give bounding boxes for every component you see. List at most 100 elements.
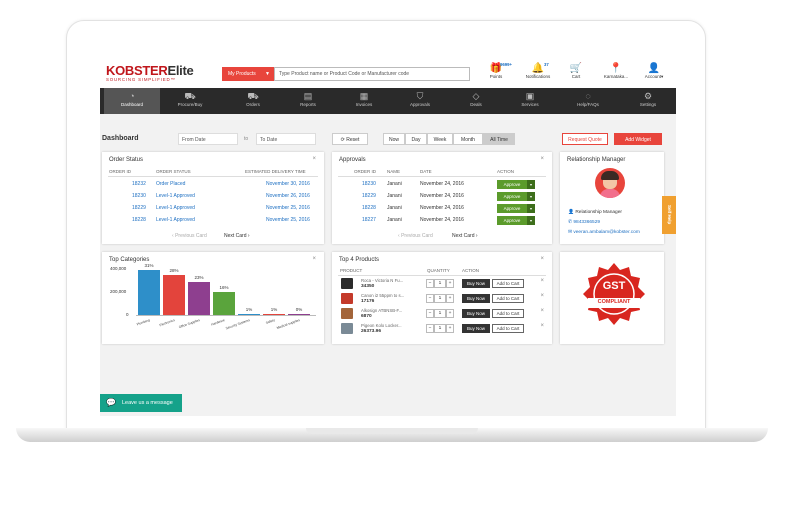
buy-now-button[interactable]: Buy Now <box>462 294 490 303</box>
nav-settings[interactable]: ⚙ Settings <box>620 88 676 114</box>
close-icon[interactable]: × <box>312 156 316 162</box>
kobster-logo[interactable]: KOBSTERElite SOURCING SIMPLIFIED™ <box>106 63 194 82</box>
category-bar[interactable] <box>213 292 235 315</box>
qty-minus-button[interactable]: − <box>426 309 434 318</box>
manager-phone-row[interactable]: ✆ 9843366529 <box>568 220 600 225</box>
approve-dropdown-icon[interactable]: ▾ <box>527 204 535 213</box>
product-name[interactable]: Alkosign ATBNSB-F... <box>361 308 403 313</box>
buy-now-button[interactable]: Buy Now <box>462 309 490 318</box>
qty-minus-button[interactable]: − <box>426 279 434 288</box>
add-widget-button[interactable]: Add Widget <box>614 133 662 145</box>
from-date-input[interactable]: From Date <box>178 133 238 145</box>
approve-dropdown-icon[interactable]: ▾ <box>527 192 535 201</box>
qty-plus-button[interactable]: + <box>446 294 454 303</box>
location-link[interactable]: 📍 Karnataka... <box>596 63 636 79</box>
notifications-link[interactable]: 🔔 37 Notifications <box>518 62 558 79</box>
remove-product-icon[interactable]: × <box>540 278 544 284</box>
order-id-link[interactable]: 18229 <box>132 205 146 211</box>
add-to-cart-button[interactable]: Add to Cart <box>492 324 524 333</box>
points-link[interactable]: 🎁 9699+ Points <box>476 62 516 79</box>
range-now[interactable]: Now <box>383 133 405 145</box>
nav-invoices[interactable]: ▦ Invoices <box>336 88 392 114</box>
card-title: Approvals <box>339 157 366 163</box>
qty-value[interactable]: 1 <box>434 324 446 333</box>
product-name[interactable]: Roca - Victoria N Fu... <box>361 278 404 283</box>
account-link[interactable]: 👤 Account▾ <box>634 63 674 80</box>
nav-deals[interactable]: ◇ Deals <box>448 88 504 114</box>
nav-label: Reports <box>300 102 316 107</box>
range-day[interactable]: Day <box>405 133 427 145</box>
nav-reports[interactable]: ▤ Reports <box>280 88 336 114</box>
buy-now-button[interactable]: Buy Now <box>462 279 490 288</box>
product-name[interactable]: Pigeon Kolo Locker... <box>361 323 402 328</box>
buy-now-button[interactable]: Buy Now <box>462 324 490 333</box>
reset-button[interactable]: ⟳ Reset <box>332 133 368 145</box>
next-card-button[interactable]: Next Card › <box>224 233 250 239</box>
nav-services[interactable]: ▣ Services <box>502 88 558 114</box>
nav-help[interactable]: ◌ Help/FAQs <box>560 88 616 114</box>
close-icon[interactable]: × <box>540 256 544 262</box>
range-all-time[interactable]: All Time <box>483 133 515 145</box>
invoice-icon: ▦ <box>359 91 369 101</box>
approval-id-link[interactable]: 18227 <box>362 217 376 223</box>
approval-id-link[interactable]: 18228 <box>362 205 376 211</box>
remove-product-icon[interactable]: × <box>540 323 544 329</box>
previous-card-button[interactable]: ‹ Previous Card <box>398 233 433 239</box>
qty-value[interactable]: 1 <box>434 279 446 288</box>
manager-email-row[interactable]: ✉ veeran.ambalam@kobster.com <box>568 230 640 235</box>
qty-plus-button[interactable]: + <box>446 309 454 318</box>
nav-approvals[interactable]: ⛉ Approvals <box>392 88 448 114</box>
gst-compliant-seal: GST COMPLIANT <box>582 262 646 326</box>
remove-product-icon[interactable]: × <box>540 308 544 314</box>
order-status-text: Level-1 Approved <box>156 217 195 223</box>
nav-procure[interactable]: ⛟ Procure/Buy <box>162 88 218 114</box>
order-id-link[interactable]: 18230 <box>132 193 146 199</box>
category-bar[interactable] <box>238 313 260 315</box>
previous-card-button[interactable]: ‹ Previous Card <box>172 233 207 239</box>
approve-button[interactable]: Approve <box>497 216 527 225</box>
close-icon[interactable]: × <box>312 256 316 262</box>
close-icon[interactable]: × <box>540 156 544 162</box>
qty-minus-button[interactable]: − <box>426 324 434 333</box>
qty-plus-button[interactable]: + <box>446 279 454 288</box>
add-to-cart-button[interactable]: Add to Cart <box>492 309 524 318</box>
range-month[interactable]: Month <box>453 133 483 145</box>
my-products-dropdown[interactable]: My Products ▼ <box>222 67 274 81</box>
leave-message-button[interactable]: 💬 Leave us a message <box>100 394 182 412</box>
cart-link[interactable]: 🛒 Cart <box>556 63 596 79</box>
qty-minus-button[interactable]: − <box>426 294 434 303</box>
range-week[interactable]: Week <box>427 133 453 145</box>
category-bar[interactable] <box>188 281 210 315</box>
category-bar[interactable] <box>263 313 285 315</box>
category-bar[interactable] <box>288 314 310 315</box>
approve-button[interactable]: Approve <box>497 204 527 213</box>
approve-button[interactable]: Approve <box>497 180 527 189</box>
approval-id-link[interactable]: 18229 <box>362 193 376 199</box>
category-bar[interactable] <box>138 270 160 315</box>
nav-dashboard[interactable]: ◔ Dashboard <box>104 88 160 114</box>
nav-label: Services <box>521 102 539 107</box>
category-bar[interactable] <box>163 274 185 315</box>
approve-dropdown-icon[interactable]: ▾ <box>527 216 535 225</box>
next-card-button[interactable]: Next Card › <box>452 233 478 239</box>
self-help-tab[interactable]: Self Help <box>662 196 676 234</box>
approval-id-link[interactable]: 18230 <box>362 181 376 187</box>
laptop-base <box>16 428 768 442</box>
product-name[interactable]: Canon i2 55ppm to s... <box>361 293 405 298</box>
add-to-cart-button[interactable]: Add to Cart <box>492 279 524 288</box>
qty-value[interactable]: 1 <box>434 309 446 318</box>
search-input[interactable]: Type Product name or Product Code or Man… <box>274 67 470 81</box>
request-quote-button[interactable]: Request Quote <box>562 133 608 145</box>
qty-plus-button[interactable]: + <box>446 324 454 333</box>
qty-value[interactable]: 1 <box>434 294 446 303</box>
remove-product-icon[interactable]: × <box>540 293 544 299</box>
order-id-link[interactable]: 18232 <box>132 181 146 187</box>
approve-button[interactable]: Approve <box>497 192 527 201</box>
order-eta: November 25, 2016 <box>266 205 310 211</box>
nav-orders[interactable]: ⛟ Orders <box>225 88 281 114</box>
add-to-cart-button[interactable]: Add to Cart <box>492 294 524 303</box>
product-price: 26373.96 <box>361 329 382 334</box>
order-id-link[interactable]: 18228 <box>132 217 146 223</box>
approve-dropdown-icon[interactable]: ▾ <box>527 180 535 189</box>
to-date-input[interactable]: To Date <box>256 133 316 145</box>
